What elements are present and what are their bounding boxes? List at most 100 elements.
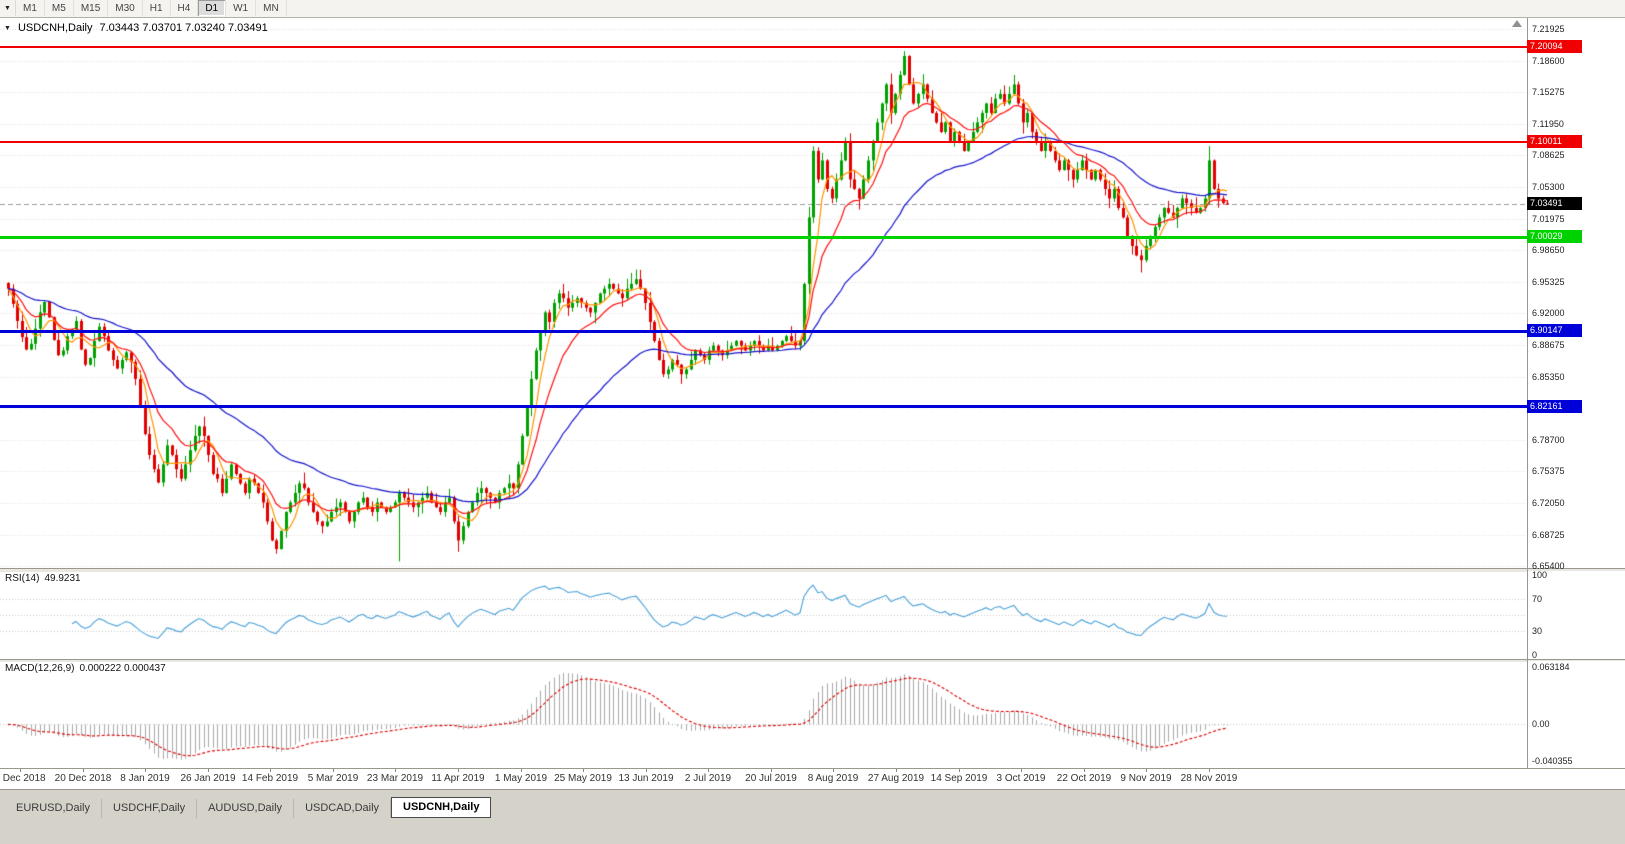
date-axis[interactable]: 1 Dec 2018 20 Dec 2018 8 Jan 2019 26 Jan 20…: [0, 768, 1625, 790]
timeframe-button-mn[interactable]: MN: [256, 0, 287, 16]
price-axis-label: 6.88675: [1532, 339, 1565, 350]
date-label: 9 Nov 2019: [1120, 773, 1172, 784]
date-label: 11 Apr 2019: [431, 773, 485, 784]
date-label: 8 Aug 2019: [807, 773, 859, 784]
price-level-line[interactable]: [0, 405, 1625, 409]
date-tick: [521, 769, 522, 772]
date-label: 5 Mar 2019: [307, 773, 359, 784]
macd-axis[interactable]: 0.063184 0.00 -0.040355: [1528, 661, 1625, 768]
timeframe-button-m30[interactable]: M30: [108, 0, 143, 16]
price-axis-label: 6.72050: [1532, 497, 1565, 508]
date-tick: [1021, 769, 1022, 772]
chart-header: ▼ USDCNH,Daily 7.03443 7.03701 7.03240 7…: [4, 22, 268, 34]
date-label: 23 Mar 2019: [366, 773, 424, 784]
rsi-canvas[interactable]: [0, 571, 1527, 659]
price-level-line[interactable]: [0, 141, 1625, 144]
date-tick: [771, 769, 772, 772]
price-level-line[interactable]: [0, 235, 1625, 239]
price-level-line[interactable]: [0, 45, 1625, 48]
date-label: 27 Aug 2019: [867, 773, 925, 784]
date-tick: [395, 769, 396, 772]
level-price-badge: 7.00029: [1527, 230, 1582, 244]
level-price-badge: 6.90147: [1527, 324, 1582, 337]
price-axis-label: 6.95325: [1532, 276, 1565, 287]
macd-name: MACD(12,26,9): [5, 663, 75, 674]
chart-tabs: EURUSD,Daily USDCHF,Daily AUDUSD,Daily USDC…: [0, 790, 1625, 818]
date-tick: [458, 769, 459, 772]
date-tick: [1146, 769, 1147, 772]
chart-shift-marker: [1512, 20, 1522, 27]
rsi-axis[interactable]: 100 70 30 0: [1528, 570, 1625, 660]
timeframe-toolbar: ▼ M1 M5 M15 M30 H1 H4 D1 W1 MN: [0, 0, 1625, 18]
date-tick: [1084, 769, 1085, 772]
timeframe-buttons: M1 M5 M15 M30 H1 H4 D1 W1 MN: [16, 0, 287, 17]
price-level-line[interactable]: [0, 329, 1625, 333]
date-label: 25 May 2019: [554, 773, 612, 784]
date-label: 26 Jan 2019: [180, 773, 236, 784]
timeframe-button-w1[interactable]: W1: [226, 0, 257, 16]
macd-axis-label: 0.063184: [1532, 662, 1570, 672]
chart-tab-audusd[interactable]: AUDUSD,Daily: [197, 799, 295, 818]
current-price-badge: 7.03491: [1527, 197, 1582, 211]
chart-tab-usdcnh[interactable]: USDCNH,Daily: [391, 797, 492, 818]
price-axis-label: 7.05300: [1532, 182, 1565, 193]
price-axis[interactable]: 7.21925 7.18600 7.15275 7.11950 7.08625 7.053…: [1527, 17, 1625, 572]
macd-axis-label: -0.040355: [1532, 756, 1573, 766]
price-axis-label: 6.75375: [1532, 466, 1565, 477]
date-tick: [333, 769, 334, 772]
chart-tab-eurusd[interactable]: EURUSD,Daily: [5, 799, 102, 818]
date-tick: [1209, 769, 1210, 772]
price-axis-label: 7.15275: [1532, 87, 1565, 98]
date-label: 8 Jan 2019: [120, 773, 170, 784]
panel-separator[interactable]: [0, 659, 1625, 662]
price-axis-label: 6.68725: [1532, 529, 1565, 540]
price-axis-label: 7.21925: [1532, 24, 1565, 35]
timeframe-button-d1[interactable]: D1: [198, 0, 227, 16]
macd-axis-label: 0.00: [1532, 719, 1550, 730]
chart-tab-bar: EURUSD,Daily USDCHF,Daily AUDUSD,Daily USDC…: [0, 789, 1625, 844]
level-price-badge: 7.10011: [1527, 135, 1582, 149]
timeframe-button-m5[interactable]: M5: [45, 0, 74, 16]
date-tick: [83, 769, 84, 772]
price-axis-label: 6.92000: [1532, 308, 1565, 319]
price-axis-label: 7.11950: [1532, 118, 1564, 129]
rsi-axis-label: 70: [1532, 594, 1543, 604]
rsi-axis-label: 100: [1532, 570, 1548, 580]
price-axis-label: 6.85350: [1532, 371, 1565, 382]
chart-tab-usdcad[interactable]: USDCAD,Daily: [294, 799, 392, 818]
date-label: 20 Jul 2019: [745, 773, 797, 784]
axis-separator: [1527, 17, 1528, 768]
price-axis-label: 6.65400: [1532, 561, 1565, 572]
date-label: 14 Feb 2019: [241, 773, 299, 784]
timeframe-button-h1[interactable]: H1: [143, 0, 171, 16]
date-tick: [646, 769, 647, 772]
date-tick: [833, 769, 834, 772]
charts-dropdown-icon[interactable]: ▼: [0, 0, 16, 16]
chart-menu-icon[interactable]: ▼: [4, 24, 11, 32]
date-label: 2 Jul 2019: [684, 773, 732, 784]
date-label: 13 Jun 2019: [618, 773, 674, 784]
chart-symbol-label: USDCNH,Daily: [17, 22, 93, 34]
panel-separator[interactable]: [0, 568, 1625, 572]
rsi-axis-label: 30: [1532, 626, 1543, 636]
date-tick: [896, 769, 897, 772]
date-label: 1 May 2019: [494, 773, 548, 784]
timeframe-button-m15[interactable]: M15: [74, 0, 109, 16]
rsi-label: RSI(14) 49.9231: [5, 573, 81, 584]
date-label: 20 Dec 2018: [54, 773, 112, 784]
date-tick: [20, 769, 21, 772]
timeframe-button-h4[interactable]: H4: [171, 0, 199, 16]
timeframe-button-m1[interactable]: M1: [16, 0, 45, 16]
level-price-badge: 6.82161: [1527, 399, 1582, 413]
date-tick: [270, 769, 271, 772]
price-axis-label: 7.08625: [1532, 150, 1565, 161]
chart-tab-usdchf[interactable]: USDCHF,Daily: [102, 799, 198, 818]
macd-canvas[interactable]: [0, 661, 1527, 768]
date-tick: [208, 769, 209, 772]
price-axis-label: 7.01975: [1532, 213, 1565, 224]
price-axis-label: 7.18600: [1532, 55, 1565, 66]
price-chart-canvas[interactable]: [0, 17, 1527, 568]
date-label: 14 Sep 2019: [930, 773, 988, 784]
macd-label: MACD(12,26,9) 0.000222 0.000437: [5, 663, 166, 674]
